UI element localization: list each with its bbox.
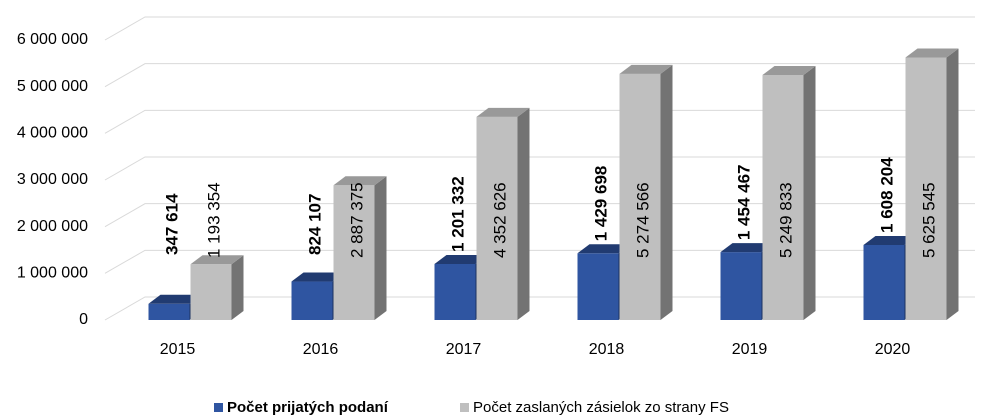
bar-front — [148, 303, 190, 320]
x-tick-label: 2017 — [446, 341, 482, 358]
y-tick-label: 6 000 000 — [17, 31, 88, 48]
bar-front — [291, 281, 333, 320]
bar — [905, 48, 959, 320]
grid-line — [104, 249, 975, 274]
grid-line — [104, 203, 975, 228]
bar-side — [374, 176, 387, 320]
bar — [190, 255, 244, 320]
bar-front — [720, 252, 762, 320]
value-label: 5 625 545 — [919, 182, 938, 258]
value-label: 2 887 375 — [347, 182, 366, 258]
bar-top — [762, 66, 816, 76]
bar-side — [517, 107, 530, 320]
bar-top — [434, 254, 488, 264]
value-label: 1 193 354 — [204, 182, 223, 258]
y-tick-label: 3 000 000 — [17, 171, 88, 188]
x-tick-label: 2019 — [732, 341, 768, 358]
bar-top — [720, 243, 774, 253]
x-tick-label: 2016 — [303, 341, 339, 358]
bar-front — [762, 75, 804, 321]
value-label: 824 107 — [305, 194, 324, 255]
bar — [619, 64, 673, 321]
grid-line — [104, 109, 975, 134]
bar-top — [476, 107, 530, 117]
legend-swatch — [214, 403, 223, 412]
y-tick-label: 5 000 000 — [17, 78, 88, 95]
bar-side — [231, 255, 244, 320]
y-tick-label: 4 000 000 — [17, 125, 88, 142]
legend-label: Počet prijatých podaní — [227, 399, 389, 416]
bar-front — [434, 263, 476, 320]
legend-swatch — [460, 403, 469, 412]
y-tick-label: 1 000 000 — [17, 265, 88, 282]
value-label: 5 274 566 — [633, 182, 652, 258]
bar-top — [291, 272, 345, 282]
bar-top — [148, 294, 202, 304]
bar-top — [619, 64, 673, 74]
grid-line — [104, 16, 975, 41]
value-label: 1 429 698 — [591, 166, 610, 242]
value-label: 4 352 626 — [490, 182, 509, 258]
bar — [476, 107, 530, 320]
bar-front — [577, 253, 619, 320]
bar-front — [476, 116, 518, 320]
grid-line — [104, 296, 975, 321]
grid-line — [104, 156, 975, 181]
bar-front — [863, 244, 905, 320]
x-tick-label: 2015 — [160, 341, 196, 358]
value-label: 5 249 833 — [776, 182, 795, 258]
x-tick-label: 2018 — [589, 341, 625, 358]
bar-top — [577, 244, 631, 254]
value-label: 1 454 467 — [734, 164, 753, 240]
y-tick-label: 2 000 000 — [17, 218, 88, 235]
bar — [333, 176, 387, 320]
bar-side — [660, 64, 673, 321]
bar-top — [190, 255, 244, 265]
bar-front — [619, 73, 661, 321]
legend-label: Počet zaslaných zásielok zo strany FS — [473, 399, 729, 416]
y-tick-label: 0 — [79, 311, 88, 328]
bar-front — [905, 57, 947, 320]
value-label: 1 201 332 — [448, 176, 467, 252]
bar-side — [946, 48, 959, 320]
bar-top — [863, 235, 917, 245]
value-label: 1 608 204 — [877, 157, 896, 233]
bar-top — [333, 176, 387, 186]
grid-line — [104, 63, 975, 88]
bar-top — [905, 48, 959, 58]
value-label: 347 614 — [162, 193, 181, 255]
bar-front — [190, 264, 232, 320]
bar-front — [333, 185, 375, 320]
x-tick-label: 2020 — [875, 341, 911, 358]
bar — [762, 66, 816, 321]
bar-side — [803, 66, 816, 321]
